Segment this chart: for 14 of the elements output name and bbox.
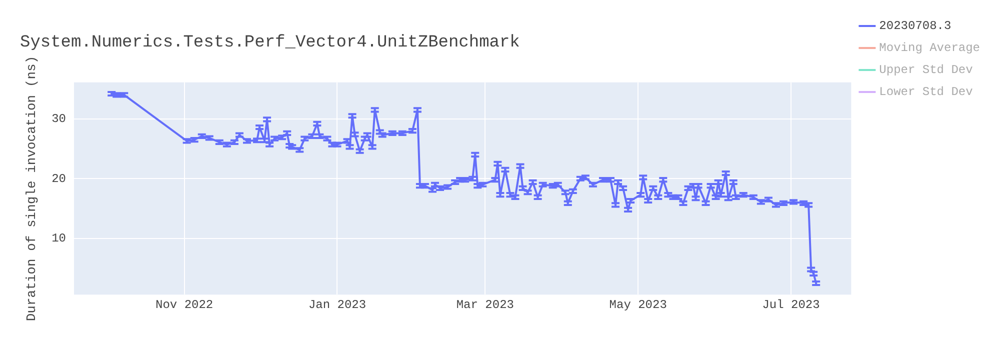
y-tick-label: 10 xyxy=(52,232,66,246)
y-axis-title: Duration of single invocation (ns) xyxy=(24,56,40,322)
x-tick-label: Jan 2023 xyxy=(308,298,366,312)
x-tick-label: May 2023 xyxy=(609,298,667,312)
legend-label: Lower Std Dev xyxy=(879,85,973,100)
y-tick-label: 30 xyxy=(52,112,66,126)
legend-label: Moving Average xyxy=(879,41,980,56)
y-tick-label: 20 xyxy=(52,172,66,186)
x-tick-label: Mar 2023 xyxy=(456,298,514,312)
legend-label: 20230708.3 xyxy=(879,19,952,34)
chart-title: System.Numerics.Tests.Perf_Vector4.UnitZBenchmark xyxy=(20,34,520,53)
x-tick-label: Nov 2022 xyxy=(156,298,214,312)
legend-label: Upper Std Dev xyxy=(879,63,973,78)
x-tick-label: Jul 2023 xyxy=(762,298,820,312)
